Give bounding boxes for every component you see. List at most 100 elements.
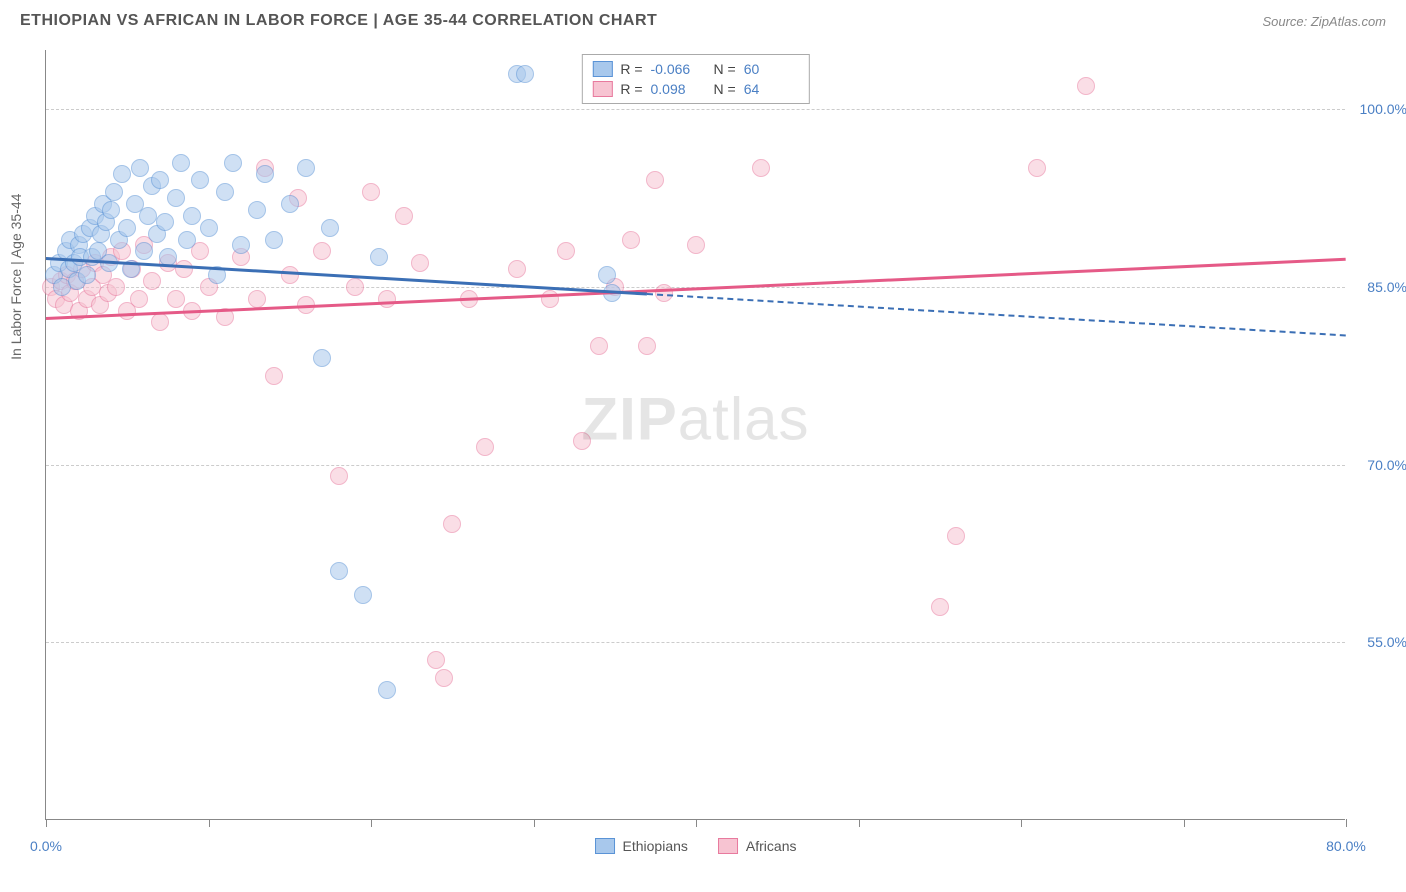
swatch-africans-icon: [718, 838, 738, 854]
x-tick: [1184, 819, 1185, 827]
data-point: [118, 219, 136, 237]
data-point: [646, 171, 664, 189]
data-point: [102, 201, 120, 219]
data-point: [167, 189, 185, 207]
y-tick-label: 100.0%: [1360, 101, 1406, 117]
x-tick: [1021, 819, 1022, 827]
data-point: [248, 201, 266, 219]
data-point: [151, 171, 169, 189]
gridline: [46, 642, 1345, 643]
data-point: [167, 290, 185, 308]
data-point: [178, 231, 196, 249]
legend-row-africans: R = 0.098 N = 64: [592, 79, 798, 99]
data-point: [248, 290, 266, 308]
legend-item-ethiopians: Ethiopians: [595, 838, 688, 854]
data-point: [687, 236, 705, 254]
data-point: [105, 183, 123, 201]
gridline: [46, 109, 1345, 110]
data-point: [590, 337, 608, 355]
data-point: [330, 467, 348, 485]
legend-label-africans: Africans: [746, 838, 797, 854]
data-point: [313, 349, 331, 367]
data-point: [135, 242, 153, 260]
data-point: [557, 242, 575, 260]
x-tick: [371, 819, 372, 827]
data-point: [378, 290, 396, 308]
legend-label-ethiopians: Ethiopians: [623, 838, 688, 854]
data-point: [224, 154, 242, 172]
data-point: [265, 231, 283, 249]
data-point: [622, 231, 640, 249]
data-point: [131, 159, 149, 177]
x-tick: [1346, 819, 1347, 827]
y-tick-label: 55.0%: [1367, 634, 1406, 650]
x-tick: [696, 819, 697, 827]
data-point: [265, 367, 283, 385]
data-point: [541, 290, 559, 308]
r-label: R =: [620, 81, 642, 97]
x-tick: [859, 819, 860, 827]
data-point: [191, 171, 209, 189]
data-point: [107, 278, 125, 296]
data-point: [175, 260, 193, 278]
data-point: [638, 337, 656, 355]
data-point: [297, 159, 315, 177]
data-point: [598, 266, 616, 284]
n-value-ethiopians: 60: [744, 61, 799, 77]
y-tick-label: 85.0%: [1367, 279, 1406, 295]
swatch-ethiopians-icon: [592, 61, 612, 77]
data-point: [476, 438, 494, 456]
data-point: [443, 515, 461, 533]
data-point: [947, 527, 965, 545]
data-point: [156, 213, 174, 231]
chart-container: In Labor Force | Age 35-44 55.0%70.0%85.…: [45, 50, 1345, 820]
trend-line: [46, 257, 1346, 319]
source-attribution: Source: ZipAtlas.com: [1262, 14, 1386, 29]
data-point: [516, 65, 534, 83]
n-value-africans: 64: [744, 81, 799, 97]
swatch-ethiopians-icon: [595, 838, 615, 854]
data-point: [427, 651, 445, 669]
x-tick-label: 80.0%: [1326, 838, 1366, 854]
data-point: [143, 272, 161, 290]
data-point: [508, 260, 526, 278]
data-point: [183, 207, 201, 225]
data-point: [573, 432, 591, 450]
x-tick: [46, 819, 47, 827]
data-point: [346, 278, 364, 296]
data-point: [256, 165, 274, 183]
n-label: N =: [714, 81, 736, 97]
data-point: [752, 159, 770, 177]
x-tick-label: 0.0%: [30, 838, 62, 854]
data-point: [313, 242, 331, 260]
data-point: [354, 586, 372, 604]
plot-area: 55.0%70.0%85.0%100.0%0.0%80.0%: [46, 50, 1345, 819]
data-point: [1077, 77, 1095, 95]
r-label: R =: [620, 61, 642, 77]
legend-item-africans: Africans: [718, 838, 797, 854]
y-tick-label: 70.0%: [1367, 457, 1406, 473]
data-point: [200, 219, 218, 237]
n-label: N =: [714, 61, 736, 77]
data-point: [321, 219, 339, 237]
data-point: [281, 266, 299, 284]
data-point: [130, 290, 148, 308]
data-point: [281, 195, 299, 213]
r-value-ethiopians: -0.066: [651, 61, 706, 77]
r-value-africans: 0.098: [651, 81, 706, 97]
data-point: [151, 313, 169, 331]
data-point: [1028, 159, 1046, 177]
data-point: [172, 154, 190, 172]
data-point: [330, 562, 348, 580]
swatch-africans-icon: [592, 81, 612, 97]
data-point: [931, 598, 949, 616]
data-point: [370, 248, 388, 266]
series-legend: Ethiopians Africans: [595, 838, 797, 854]
data-point: [411, 254, 429, 272]
data-point: [435, 669, 453, 687]
legend-row-ethiopians: R = -0.066 N = 60: [592, 59, 798, 79]
data-point: [362, 183, 380, 201]
data-point: [378, 681, 396, 699]
gridline: [46, 465, 1345, 466]
y-axis-label: In Labor Force | Age 35-44: [8, 193, 24, 359]
